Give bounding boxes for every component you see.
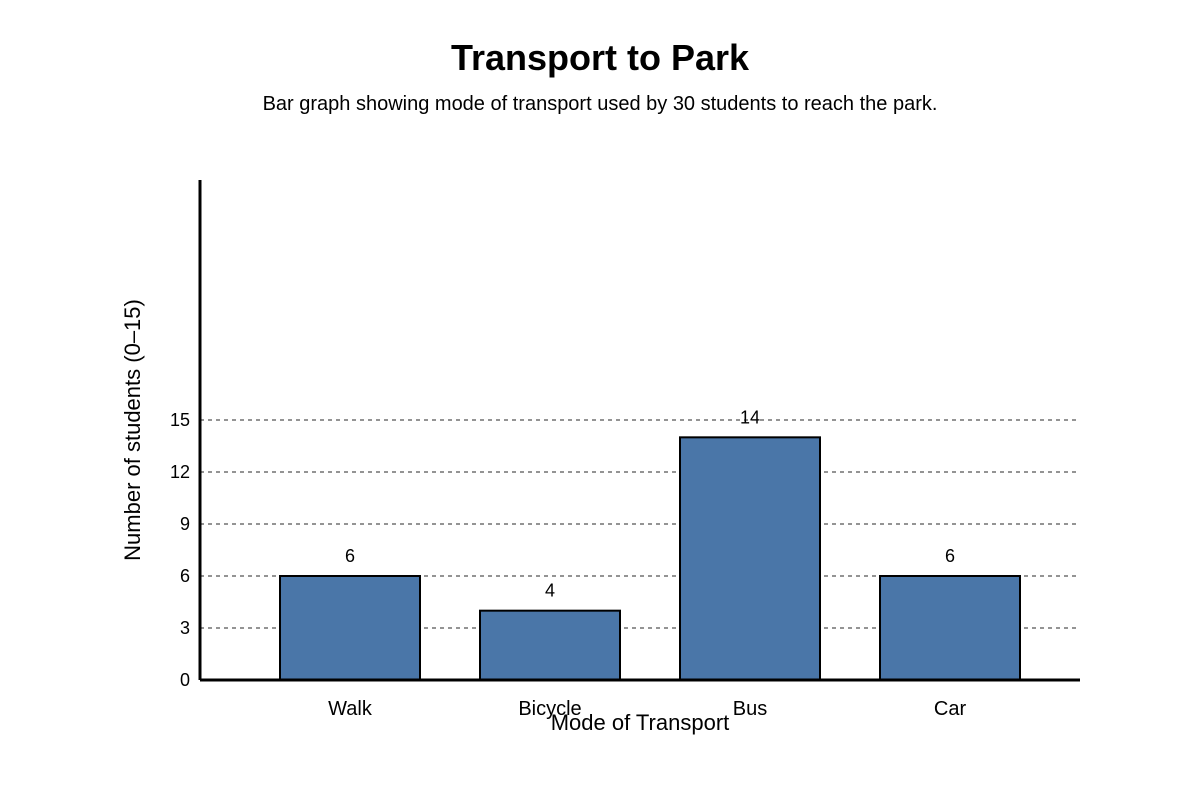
bar-car — [879, 575, 1021, 681]
y-tick-label: 12 — [170, 462, 190, 482]
y-tick-label: 0 — [180, 670, 190, 690]
chart-title: Transport to Park — [451, 37, 750, 78]
y-tick-labels: 0 3 6 9 12 15 — [170, 410, 190, 690]
y-tick-label: 6 — [180, 566, 190, 586]
category-label-car: Car — [934, 698, 967, 720]
bar-walk — [279, 575, 421, 681]
category-label-bicycle: Bicycle — [518, 698, 581, 720]
value-label-bus: 14 — [740, 407, 760, 427]
x-category-labels: Walk Bicycle Bus Car — [328, 698, 966, 720]
y-tick-label: 9 — [180, 514, 190, 534]
y-axis-label: Number of students (0–15) — [120, 299, 145, 561]
bar-bus — [679, 436, 821, 682]
value-label-bicycle: 4 — [545, 581, 555, 601]
category-label-walk: Walk — [328, 698, 373, 720]
chart-subtitle: Bar graph showing mode of transport used… — [263, 93, 938, 115]
bar-bicycle — [479, 609, 621, 682]
y-tick-label: 15 — [170, 410, 190, 430]
value-label-walk: 6 — [345, 546, 355, 566]
y-tick-label: 3 — [180, 618, 190, 638]
value-labels: 6 4 14 6 — [345, 407, 955, 600]
value-label-car: 6 — [945, 546, 955, 566]
bars — [279, 436, 1021, 682]
category-label-bus: Bus — [733, 698, 767, 720]
x-axis-label: Mode of Transport — [551, 710, 730, 735]
